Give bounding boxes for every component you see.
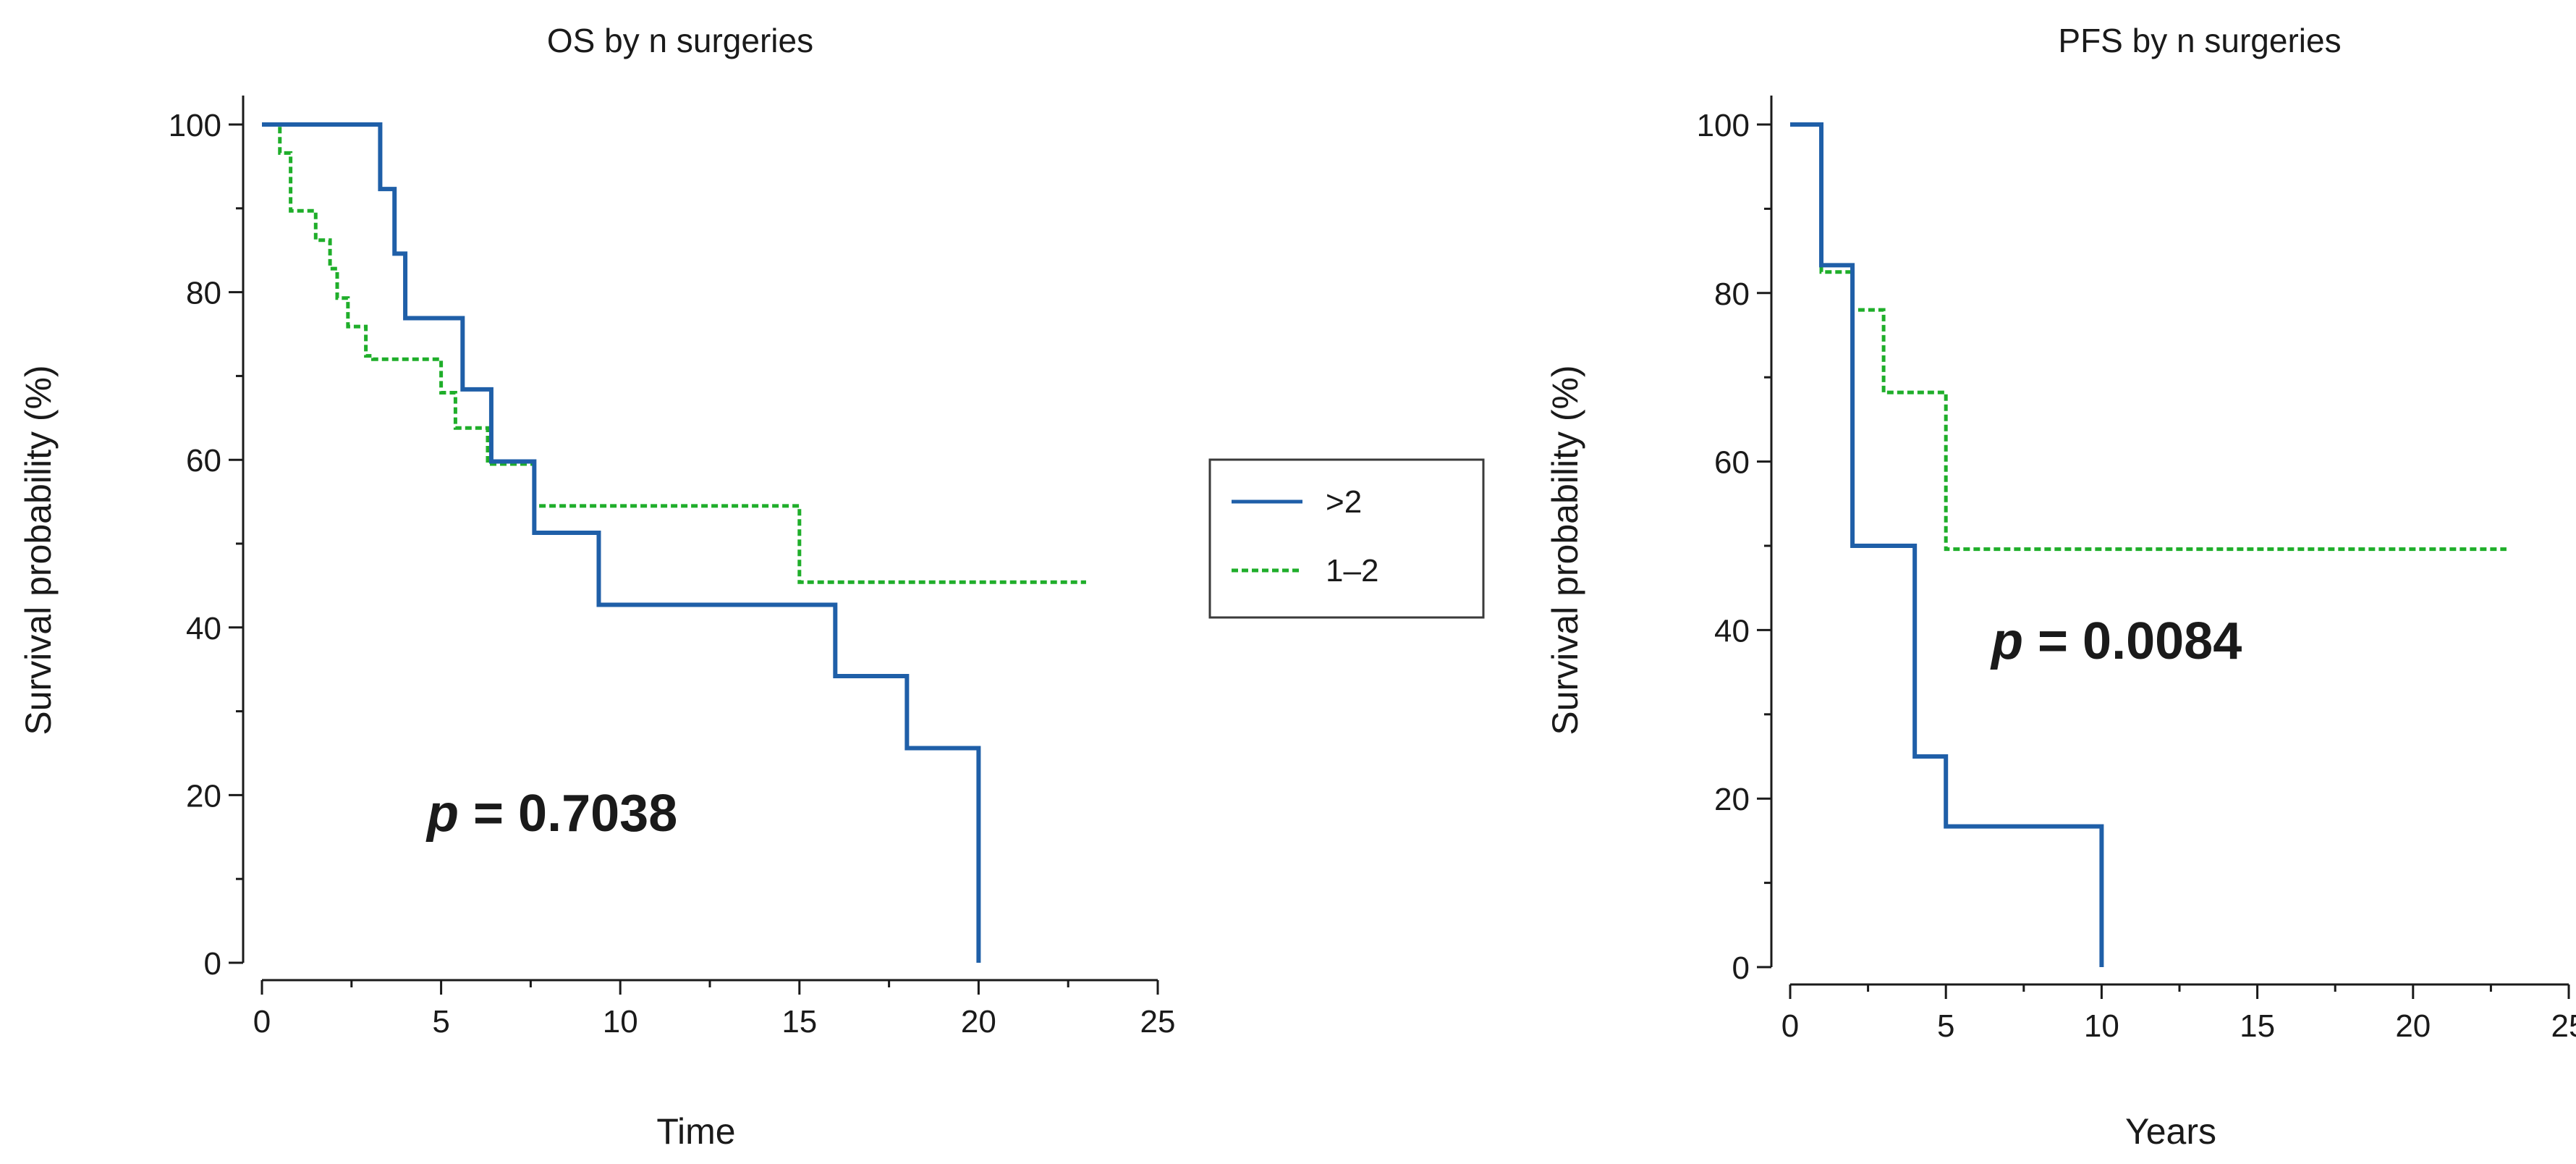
os-y-tick-label: 60 (186, 443, 221, 478)
os-x-tick-labels: 0 5 10 15 20 25 (253, 1004, 1176, 1039)
os-x-tick-label: 0 (253, 1004, 271, 1039)
os-chart: OS by n surgeries Survival probability (… (18, 22, 1175, 1152)
os-series-1-2 (262, 122, 1086, 584)
pfs-x-tick-labels: 0 5 10 15 20 25 (1781, 1008, 2576, 1044)
pfs-p-value: p = 0.0084 (1990, 612, 2242, 670)
legend-label-gt2: >2 (1326, 484, 1362, 520)
os-y-tick-label: 40 (186, 611, 221, 646)
os-x-axis-label: Time (656, 1111, 735, 1152)
os-x-tick-label: 10 (603, 1004, 638, 1039)
pfs-p-value-text: = 0.0084 (2023, 612, 2242, 670)
legend-box (1208, 458, 1485, 619)
pfs-axes (1757, 96, 2570, 999)
pfs-y-tick-label: 40 (1714, 613, 1750, 649)
os-y-tick-label: 100 (169, 108, 221, 143)
pfs-series-gt2 (1790, 122, 2104, 967)
pfs-y-axis-label: Survival probability (%) (1545, 365, 1585, 735)
os-x-tick-label: 25 (1140, 1004, 1176, 1039)
pfs-y-tick-label: 20 (1714, 782, 1750, 817)
pfs-y-tick-labels: 0 20 40 60 80 100 (1697, 108, 1750, 986)
os-p-value: p = 0.7038 (425, 785, 677, 843)
pfs-series (1790, 122, 2507, 967)
pfs-chart: PFS by n surgeries Survival probability … (1545, 22, 2576, 1152)
os-axes (229, 96, 1159, 995)
pfs-series-1-2 (1790, 122, 2507, 552)
os-p-symbol: p (425, 785, 459, 843)
pfs-y-tick-label: 0 (1732, 950, 1750, 986)
pfs-x-tick-label: 20 (2395, 1008, 2431, 1044)
os-p-value-text: = 0.7038 (459, 785, 677, 843)
pfs-p-symbol: p (1990, 612, 2023, 670)
os-series (262, 122, 1086, 963)
legend: >2 1–2 (1208, 458, 1485, 619)
pfs-x-tick-label: 10 (2084, 1008, 2119, 1044)
os-series-gt2 (262, 122, 981, 963)
os-x-tick-label: 20 (961, 1004, 996, 1039)
pfs-x-tick-label: 5 (1937, 1008, 1954, 1044)
os-x-tick-label: 5 (432, 1004, 449, 1039)
os-chart-title: OS by n surgeries (547, 22, 813, 59)
pfs-x-tick-label: 25 (2551, 1008, 2576, 1044)
pfs-y-tick-label: 80 (1714, 277, 1750, 312)
os-y-tick-label: 80 (186, 276, 221, 311)
pfs-y-tick-label: 60 (1714, 445, 1750, 481)
os-y-axis-label: Survival probability (%) (18, 365, 59, 735)
pfs-y-tick-label: 100 (1697, 108, 1750, 143)
legend-label-1-2: 1–2 (1326, 553, 1378, 589)
os-y-tick-labels: 0 20 40 60 80 100 (169, 108, 221, 982)
os-y-tick-label: 0 (204, 946, 221, 982)
os-x-tick-label: 15 (781, 1004, 817, 1039)
pfs-chart-title: PFS by n surgeries (2058, 22, 2341, 59)
pfs-x-tick-label: 0 (1781, 1008, 1799, 1044)
pfs-x-axis-label: Years (2125, 1111, 2216, 1152)
os-y-tick-label: 20 (186, 778, 221, 814)
pfs-x-tick-label: 15 (2240, 1008, 2275, 1044)
